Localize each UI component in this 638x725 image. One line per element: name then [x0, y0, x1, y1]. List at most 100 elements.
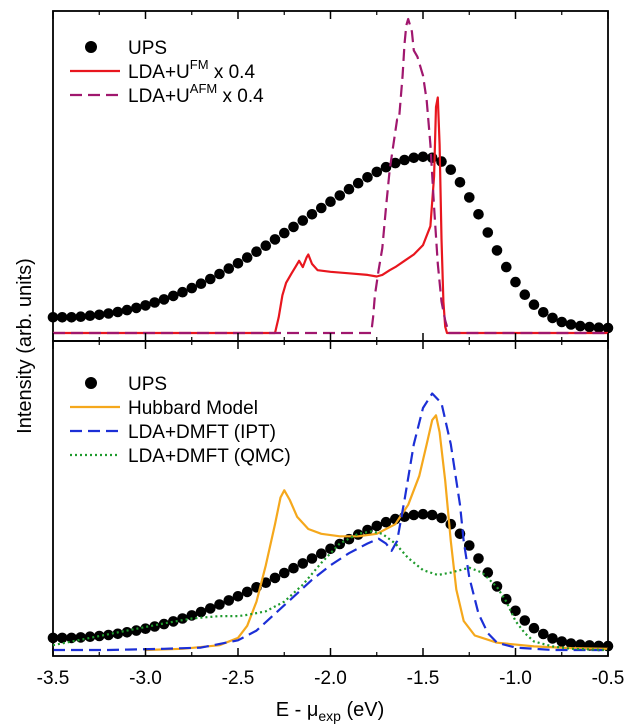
top-ups-point-43 — [445, 164, 457, 175]
top-ups-point-19 — [223, 263, 235, 274]
bottom-legend: UPS Hubbard Model LDA+DMFT (IPT) LDA+DMFT (… — [70, 374, 291, 467]
bottom-ups-point-16 — [195, 606, 207, 618]
bottom-legend-item-lda-dmft-qmc: LDA+DMFT (QMC) — [70, 446, 291, 467]
legend-label: LDA+DMFT (IPT) — [128, 422, 276, 443]
top-legend-item-ups: UPS — [85, 38, 167, 59]
bottom-ups-point-42 — [436, 512, 447, 524]
top-ups-point-15 — [186, 282, 198, 294]
top-ups-point-16 — [195, 278, 207, 290]
x-tick-label: -1.5 — [407, 668, 440, 689]
bottom-ups-point-33 — [352, 529, 364, 540]
bottom-ups-point-27 — [297, 558, 309, 569]
bottom-ups-point-28 — [306, 553, 318, 564]
top-ups-point-18 — [214, 268, 225, 280]
bottom-ups-point-43 — [445, 518, 457, 530]
top-ups-point-32 — [343, 183, 355, 195]
top-ups-point-22 — [251, 246, 262, 257]
bottom-ups-point-40 — [417, 508, 429, 520]
top-ups-point-52 — [528, 299, 540, 311]
top-ups-point-59 — [593, 322, 605, 334]
top-ups-point-54 — [547, 312, 558, 324]
x-tick-label: -0.5 — [592, 668, 625, 689]
bottom-ups-point-34 — [362, 524, 373, 536]
top-ups-point-10 — [140, 300, 151, 311]
top-ups-point-44 — [454, 177, 466, 188]
top-ups-point-29 — [316, 202, 327, 214]
y-axis-label: Intensity (arb. units) — [14, 258, 36, 434]
bottom-ups-point-7 — [112, 628, 124, 640]
top-ups-point-5 — [94, 309, 105, 321]
bottom-ups-point-20 — [232, 591, 244, 602]
bottom-ups-point-51 — [519, 615, 531, 626]
top-ups-point-21 — [241, 252, 253, 263]
top-ups-point-9 — [131, 302, 142, 314]
bottom-ups-point-18 — [214, 599, 225, 610]
top-ups-point-57 — [575, 320, 586, 332]
top-ups-point-46 — [473, 209, 484, 220]
bottom-series-lda-dmft-ipt-line — [53, 392, 608, 652]
legend-label: UPS — [128, 38, 167, 59]
bottom-ups-point-29 — [316, 548, 327, 559]
x-axis-ticks: -3.5 -3.0 -2.5 -2.0 -1.5 -1.0 -0.5 — [37, 11, 625, 689]
top-ups-point-55 — [556, 316, 568, 328]
top-ups-point-14 — [177, 286, 188, 298]
legend-label: Hubbard Model — [128, 398, 258, 419]
top-ups-point-27 — [297, 215, 309, 226]
legend-label: LDA+UFM x 0.4 — [128, 57, 255, 83]
bottom-ups-point-17 — [205, 603, 216, 614]
top-ups-point-51 — [519, 289, 531, 301]
top-ups-point-3 — [75, 311, 86, 323]
bottom-ups-point-13 — [168, 616, 179, 627]
bottom-ups-point-55 — [556, 636, 568, 647]
top-ups-point-28 — [306, 209, 318, 220]
legend-label-main: Hubbard Model — [128, 398, 258, 419]
top-series-ups — [47, 151, 614, 334]
bottom-series-ups — [47, 508, 614, 652]
bottom-ups-point-54 — [547, 633, 558, 644]
bottom-series-hubbard-model-line — [145, 414, 609, 652]
legend-label-main: LDA+DMFT (IPT) — [128, 422, 276, 443]
bottom-ups-point-47 — [482, 567, 494, 578]
bottom-ups-point-52 — [528, 622, 540, 634]
top-ups-point-23 — [260, 240, 272, 251]
bottom-ups-point-8 — [121, 627, 133, 638]
top-ups-point-56 — [565, 319, 577, 330]
bottom-ups-point-56 — [565, 638, 577, 649]
top-series-lda-u-afm-x-0-4-line — [53, 17, 608, 335]
legend-label: UPS — [128, 374, 167, 395]
bottom-ups-point-39 — [408, 509, 420, 521]
legend-label-main: UPS — [128, 38, 167, 59]
top-ups-point-8 — [121, 304, 133, 316]
legend-label-suffix: x 0.4 — [217, 86, 264, 107]
top-ups-point-37 — [390, 157, 401, 169]
top-ups-point-36 — [380, 161, 392, 173]
top-ups-point-24 — [269, 234, 281, 245]
legend-label: LDA+DMFT (QMC) — [128, 446, 291, 467]
top-ups-point-40 — [417, 151, 429, 163]
top-ups-point-12 — [158, 294, 170, 305]
legend-label-superscript: AFM — [190, 81, 217, 96]
top-ups-point-45 — [464, 192, 475, 203]
bottom-ups-point-36 — [380, 516, 392, 528]
top-ups-point-50 — [510, 276, 521, 288]
bottom-ups-point-24 — [269, 572, 281, 584]
top-ups-point-1 — [56, 312, 68, 323]
top-ups-point-6 — [103, 308, 114, 319]
x-tick-label: -2.0 — [314, 668, 347, 689]
bottom-legend-item-hubbard-model: Hubbard Model — [70, 398, 258, 419]
x-tick-label: -1.0 — [499, 668, 532, 689]
top-ups-point-38 — [399, 154, 410, 166]
top-ups-point-49 — [501, 261, 512, 273]
bottom-ups-point-0 — [47, 632, 59, 644]
x-axis-label-subscript: exp — [318, 708, 341, 724]
legend-label-main: UPS — [128, 374, 167, 395]
bottom-ups-point-3 — [75, 632, 86, 643]
bottom-ups-point-14 — [177, 613, 188, 624]
legend-label: LDA+UAFM x 0.4 — [128, 81, 264, 107]
bottom-ups-point-48 — [491, 581, 503, 592]
top-ups-point-25 — [279, 227, 290, 239]
top-legend-item-lda-u-afm-x-0-4: LDA+UAFM x 0.4 — [70, 81, 264, 107]
top-ups-point-4 — [84, 310, 96, 322]
